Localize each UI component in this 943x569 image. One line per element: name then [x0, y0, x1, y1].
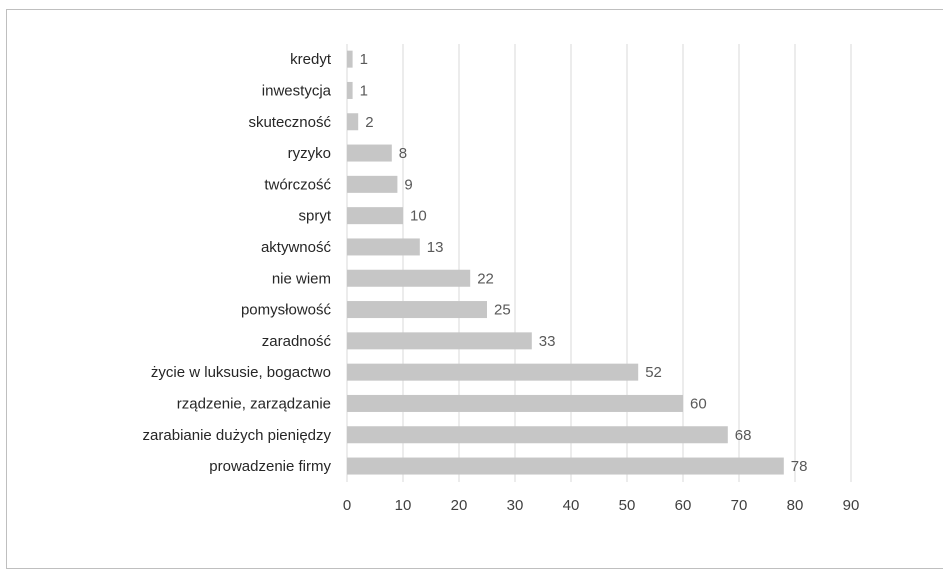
category-label: kredyt	[290, 51, 332, 68]
x-tick-label: 50	[619, 497, 636, 514]
bar	[347, 144, 392, 162]
data-label: 68	[735, 427, 752, 444]
bar	[347, 207, 403, 225]
x-tick-label: 30	[507, 497, 524, 514]
category-label: rządzenie, zarządzanie	[177, 395, 331, 412]
category-label: zaradność	[262, 333, 332, 350]
data-label: 33	[539, 333, 556, 350]
bar-chart: kredyt inwestycja skuteczność ryzyko twórczo…	[143, 44, 860, 514]
x-tick-label: 90	[843, 497, 860, 514]
data-label: 22	[477, 270, 494, 287]
bars	[347, 50, 784, 475]
data-label: 1	[360, 51, 368, 68]
category-labels: kredyt inwestycja skuteczność ryzyko twórczo…	[143, 51, 332, 475]
data-label: 2	[365, 114, 373, 131]
data-label: 25	[494, 302, 511, 319]
data-label: 60	[690, 395, 707, 412]
bar	[347, 457, 784, 475]
bar	[347, 238, 420, 256]
bar	[347, 394, 683, 412]
bar	[347, 363, 639, 381]
data-label: 52	[645, 364, 662, 381]
x-tick-label: 20	[451, 497, 468, 514]
gridlines	[346, 44, 852, 482]
category-label: spryt	[298, 208, 331, 225]
bar	[347, 175, 398, 193]
data-label: 10	[410, 208, 427, 225]
data-label: 9	[404, 176, 412, 193]
category-label: skuteczność	[248, 114, 331, 131]
bar	[347, 50, 353, 68]
category-label: ryzyko	[288, 145, 331, 162]
category-label: nie wiem	[272, 270, 331, 287]
bar	[347, 81, 353, 99]
x-tick-label: 40	[563, 497, 580, 514]
x-tick-label: 80	[787, 497, 804, 514]
x-tick-label: 10	[395, 497, 412, 514]
data-label: 1	[360, 82, 368, 99]
x-tick-label: 60	[675, 497, 692, 514]
data-label: 13	[427, 239, 444, 256]
bar	[347, 269, 471, 287]
category-label: zarabianie dużych pieniędzy	[143, 427, 332, 444]
data-label: 78	[791, 458, 808, 475]
category-label: twórczość	[264, 176, 331, 193]
chart-area	[6, 9, 943, 569]
bar	[347, 113, 359, 131]
x-axis-tick-labels: 0 10 20 30 40 50 60 70 80 90	[343, 497, 860, 514]
category-label: aktywność	[261, 239, 332, 256]
data-label: 8	[399, 145, 407, 162]
bar	[347, 301, 487, 319]
category-label: inwestycja	[262, 82, 332, 99]
category-label: prowadzenie firmy	[209, 458, 331, 475]
category-label: życie w luksusie, bogactwo	[151, 364, 331, 381]
category-label: pomysłowość	[241, 302, 332, 319]
bar	[347, 332, 532, 350]
bar	[347, 426, 728, 444]
x-tick-label: 0	[343, 497, 351, 514]
x-tick-label: 70	[731, 497, 748, 514]
